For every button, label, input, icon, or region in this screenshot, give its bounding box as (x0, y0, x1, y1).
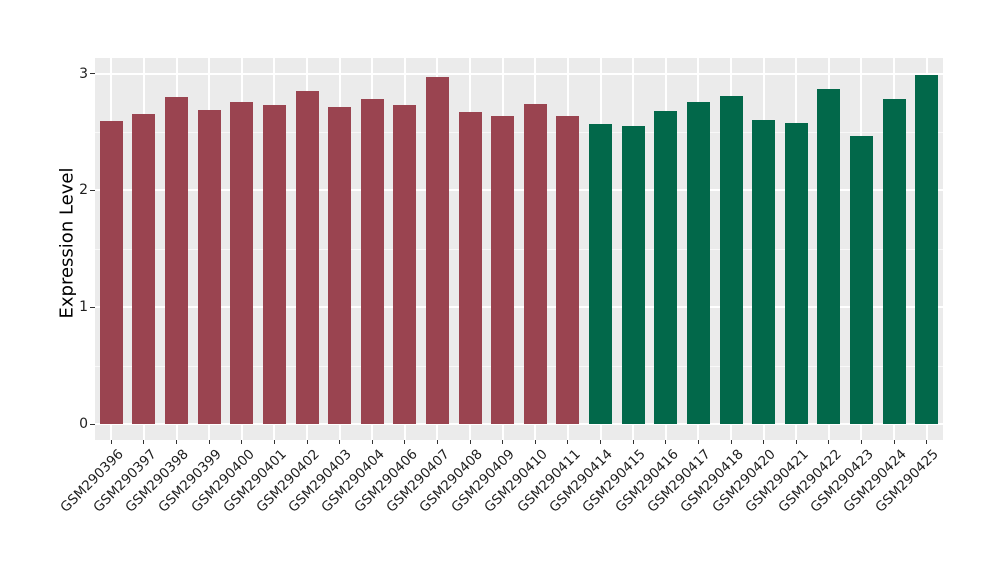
bar-GSM290425 (915, 74, 939, 424)
bar-GSM290410 (523, 103, 547, 424)
bar-GSM290422 (817, 88, 841, 424)
gridline-minor (95, 132, 943, 133)
x-tick-mark (893, 440, 895, 444)
x-tick-mark (176, 440, 178, 444)
bar-GSM290396 (99, 121, 123, 424)
bar-GSM290408 (458, 112, 482, 424)
y-tick-mark (90, 423, 95, 425)
x-tick-mark (534, 440, 536, 444)
bar-GSM290397 (132, 114, 156, 424)
x-tick-mark (632, 440, 634, 444)
y-tick-mark (90, 73, 95, 75)
x-tick-mark (404, 440, 406, 444)
x-tick-mark (730, 440, 732, 444)
y-tick-label: 0 (79, 416, 88, 432)
bar-GSM290398 (165, 96, 189, 424)
bar-GSM290415 (621, 126, 645, 424)
x-tick-mark (306, 440, 308, 444)
bar-GSM290401 (262, 105, 286, 424)
y-tick-label: 3 (79, 65, 88, 82)
bar-GSM290414 (589, 123, 613, 424)
y-tick-label: 1 (79, 299, 88, 316)
y-tick-label: 2 (79, 182, 88, 199)
bar-GSM290424 (882, 99, 906, 424)
x-tick-mark (665, 440, 667, 444)
x-tick-mark (273, 440, 275, 444)
bar-GSM290416 (654, 110, 678, 424)
bar-GSM290421 (784, 122, 808, 424)
bar-GSM290400 (230, 101, 254, 424)
x-tick-mark (339, 440, 341, 444)
x-tick-mark (241, 440, 243, 444)
x-tick-mark (143, 440, 145, 444)
plot-panel (95, 58, 943, 440)
x-tick-mark (371, 440, 373, 444)
bar-GSM290404 (360, 99, 384, 424)
x-tick-mark (763, 440, 765, 444)
y-tick-mark (90, 189, 95, 191)
bar-GSM290407 (425, 77, 449, 424)
gridline-major (95, 306, 943, 309)
bar-GSM290417 (686, 101, 710, 424)
x-tick-mark (860, 440, 862, 444)
x-tick-mark (795, 440, 797, 444)
gridline-major (95, 189, 943, 192)
bar-GSM290409 (491, 115, 515, 424)
bar-GSM290406 (393, 105, 417, 424)
gridline-minor (95, 365, 943, 367)
x-tick-mark (502, 440, 504, 444)
bar-GSM290420 (752, 120, 776, 424)
x-tick-mark (697, 440, 699, 444)
bar-GSM290418 (719, 95, 743, 424)
x-tick-mark (828, 440, 830, 444)
x-tick-mark (600, 440, 602, 444)
y-tick-mark (90, 306, 95, 308)
gridline-major (95, 72, 943, 75)
bar-GSM290423 (849, 135, 873, 424)
x-tick-mark (436, 440, 438, 444)
bar-GSM290399 (197, 109, 221, 424)
bar-GSM290403 (328, 107, 352, 424)
bar-GSM290411 (556, 115, 580, 424)
x-tick-mark (110, 440, 112, 444)
x-tick-mark (567, 440, 569, 444)
x-tick-mark (926, 440, 928, 444)
x-tick-mark (208, 440, 210, 444)
gridline-minor (95, 248, 943, 250)
gridline-major (95, 423, 943, 425)
bar-GSM290402 (295, 91, 319, 424)
x-tick-mark (469, 440, 471, 444)
